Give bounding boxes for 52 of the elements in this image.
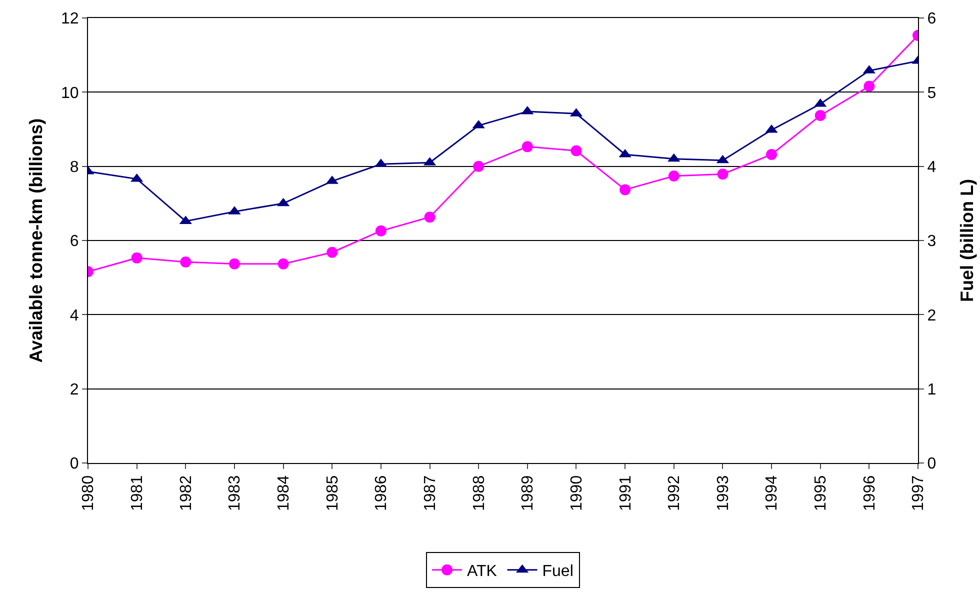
point bbox=[570, 145, 582, 156]
x-tick-label: 1984 bbox=[275, 475, 292, 511]
legend-label: ATK bbox=[467, 563, 498, 580]
x-tick-label: 1997 bbox=[910, 475, 928, 511]
x-tick-label: 1996 bbox=[861, 475, 878, 511]
x-tick-label: 1987 bbox=[422, 475, 439, 511]
point bbox=[864, 80, 875, 92]
point bbox=[131, 252, 142, 264]
point bbox=[620, 184, 631, 196]
x-tick-label: 1982 bbox=[178, 475, 195, 511]
y2-axis-title: Fuel (billion L) bbox=[957, 179, 977, 302]
point bbox=[180, 256, 192, 268]
y-tick-label: 6 bbox=[70, 233, 79, 250]
y-tick-label: 2 bbox=[70, 381, 79, 398]
y-tick-label: 10 bbox=[61, 84, 79, 102]
point bbox=[424, 212, 436, 223]
x-tick-label: 1991 bbox=[617, 475, 634, 511]
point bbox=[228, 258, 240, 270]
x-tick-label: 1993 bbox=[714, 475, 732, 511]
point bbox=[766, 148, 778, 160]
x-tick-label: 1990 bbox=[568, 475, 586, 511]
y2-tick-label: 1 bbox=[927, 381, 936, 398]
y2-tick-label: 6 bbox=[927, 10, 936, 28]
x-tick-label: 1986 bbox=[373, 475, 390, 511]
x-tick-label: 1981 bbox=[129, 475, 146, 511]
x-tick-label: 1995 bbox=[812, 475, 830, 511]
point bbox=[522, 141, 533, 152]
x-tick-label: 1985 bbox=[324, 475, 342, 511]
x-tick-label: 1988 bbox=[470, 475, 488, 511]
y2-tick-label: 5 bbox=[927, 84, 936, 102]
y2-tick-label: 3 bbox=[927, 233, 936, 250]
y2-tick-label: 0 bbox=[927, 456, 936, 473]
y-tick-label: 12 bbox=[61, 10, 79, 28]
legend-label: Fuel bbox=[542, 563, 574, 580]
point bbox=[375, 225, 386, 236]
point bbox=[278, 258, 289, 270]
y-axis-title: Available tonne-km (billions) bbox=[26, 118, 46, 363]
y-tick-label: 8 bbox=[70, 158, 79, 176]
point bbox=[668, 170, 680, 182]
point bbox=[326, 246, 338, 258]
y-tick-label: 0 bbox=[70, 456, 79, 473]
x-tick-label: 1983 bbox=[226, 475, 244, 511]
x-tick-label: 1980 bbox=[80, 475, 98, 511]
y2-tick-label: 4 bbox=[927, 158, 936, 176]
y-tick-label: 4 bbox=[70, 307, 79, 324]
x-tick-label: 1992 bbox=[666, 475, 684, 511]
x-tick-label: 1989 bbox=[520, 475, 537, 511]
point bbox=[473, 160, 484, 172]
point bbox=[814, 110, 826, 122]
x-tick-label: 1994 bbox=[764, 475, 781, 511]
y2-tick-label: 2 bbox=[927, 307, 936, 324]
point bbox=[717, 168, 728, 180]
